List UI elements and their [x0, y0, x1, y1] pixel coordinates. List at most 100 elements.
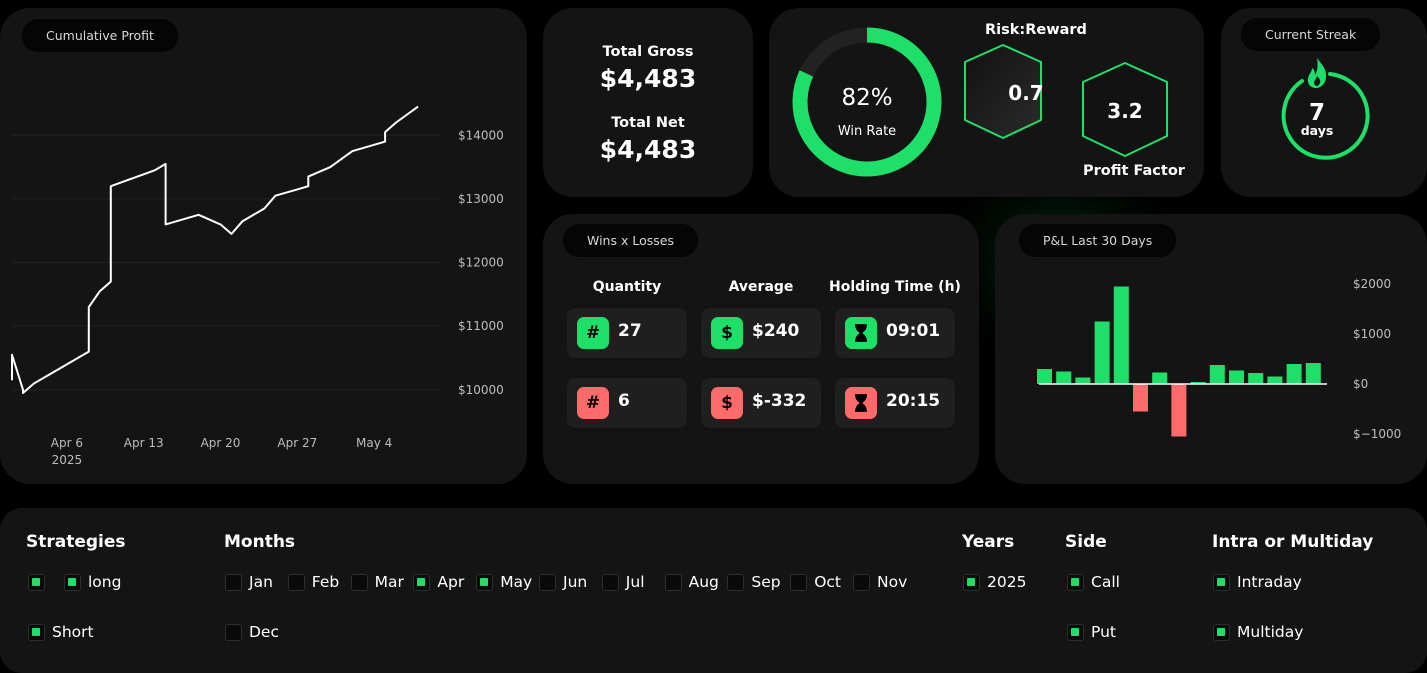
filter-checkbox[interactable] [225, 624, 242, 641]
filter-label[interactable]: Short [52, 623, 94, 641]
win-rate-gauge: 82% Win Rate [792, 27, 1168, 177]
win-rate-value: 82% [841, 85, 892, 111]
pnl-bar [1248, 373, 1264, 384]
filter-label[interactable]: Feb [311, 573, 340, 591]
side-title: Side [1065, 532, 1107, 552]
total-gross-value: $4,483 [599, 64, 697, 93]
average-header: Average [728, 279, 794, 295]
filter-label[interactable]: Jul [625, 573, 645, 591]
profit-factor-title: Profit Factor [1083, 163, 1185, 179]
filter-label[interactable]: Jan [249, 573, 273, 591]
pnl-bar [1056, 371, 1072, 384]
filter-checkbox[interactable] [1067, 624, 1084, 641]
pnl-bar [1305, 363, 1321, 384]
filter-checkbox[interactable] [350, 574, 368, 591]
y-tick-label: $11000 [458, 319, 504, 333]
y-tick-label: $12000 [458, 256, 504, 270]
pnl-chart[interactable]: $2000 $1000 $0 $−1000 [995, 214, 1427, 484]
filters-panel: Strategies Months Years Side Intra or Mu… [0, 508, 1427, 673]
pnl-bar [1133, 384, 1148, 412]
streak-value: 7 [1309, 100, 1325, 126]
y-tick-label: $−1000 [1353, 427, 1401, 441]
filter-label[interactable]: Nov [877, 573, 908, 591]
x-tick-label: Apr 13 [124, 436, 164, 450]
intra-multiday-title: Intra or Multiday [1212, 532, 1374, 552]
filter-label[interactable]: Put [1091, 623, 1116, 641]
current-streak-title: Current Streak [1241, 18, 1381, 51]
filter-label[interactable]: 2025 [987, 573, 1027, 591]
pnl-bar [1094, 321, 1110, 384]
filter-checkbox[interactable] [476, 574, 494, 591]
pnl-bar [1171, 384, 1187, 437]
x-tick-label: Apr 6 [51, 436, 83, 450]
streak-ring: 7 days [1281, 58, 1370, 160]
pnl-title: P&L Last 30 Days [1019, 224, 1177, 257]
filter-checkbox[interactable] [1213, 624, 1230, 641]
filter-label[interactable]: Intraday [1237, 573, 1302, 591]
hourglass-icon [845, 387, 877, 419]
y-tick-label: $13000 [458, 192, 504, 206]
pnl-card: P&L Last 30 Days $2000 $1000 $0 $−1000 [995, 214, 1427, 484]
filter-checkbox[interactable] [64, 574, 81, 591]
pnl-bar [1037, 369, 1052, 384]
wins-losses-title: Wins x Losses [563, 224, 698, 257]
filter-label[interactable]: Aug [688, 573, 719, 591]
wins-holding-value: 09:01 [886, 321, 941, 341]
wins-quantity-value: 27 [618, 321, 642, 341]
y-tick-label: $10000 [458, 383, 504, 397]
filter-checkbox[interactable] [727, 574, 745, 591]
losses-quantity-tile: # 6 [567, 378, 687, 428]
wins-losses-card: Wins x Losses Quantity Average Holding T… [543, 214, 979, 484]
pnl-bar [1209, 365, 1225, 384]
losses-average-tile: $ $-332 [701, 378, 821, 428]
filter-label[interactable]: Dec [249, 623, 279, 641]
filter-checkbox[interactable] [1067, 574, 1084, 591]
filter-checkbox[interactable] [601, 574, 619, 591]
profit-factor-hexagon [1082, 62, 1168, 157]
cumulative-profit-chart[interactable]: $10000 $11000 $12000 $13000 $14000 Apr 6 2025 A… [0, 8, 527, 484]
filter-label[interactable]: Oct [814, 573, 841, 591]
wins-holding-tile: 09:01 [835, 308, 955, 358]
holding-time-header: Holding Time (h) [829, 279, 961, 295]
filter-checkbox[interactable] [28, 574, 45, 591]
hash-icon: # [577, 387, 609, 419]
filter-checkbox[interactable] [1213, 574, 1230, 591]
filter-label[interactable]: Apr [437, 573, 465, 591]
filter-label[interactable]: Call [1091, 573, 1120, 591]
filter-label[interactable]: Mar [374, 573, 404, 591]
filter-checkbox[interactable] [287, 574, 305, 591]
filter-label[interactable]: Sep [751, 573, 781, 591]
pnl-bar [1286, 364, 1302, 384]
y-tick-label: $0 [1353, 377, 1368, 391]
filter-checkbox[interactable] [963, 574, 980, 591]
filter-checkbox[interactable] [225, 574, 242, 591]
filter-label[interactable]: May [500, 573, 533, 591]
total-gross-card: Total Gross $4,483 Total Net $4,483 [543, 8, 753, 197]
flame-icon [1307, 58, 1327, 88]
filter-label[interactable]: long [88, 573, 122, 591]
filter-checkbox[interactable] [539, 574, 556, 591]
total-net-label: Total Net [611, 115, 685, 131]
filter-checkbox[interactable] [790, 574, 808, 591]
months-title: Months [224, 532, 296, 552]
cumulative-profit-title: Cumulative Profit [22, 19, 178, 52]
pnl-bar [1075, 377, 1091, 384]
quantity-header: Quantity [592, 279, 662, 295]
losses-quantity-value: 6 [618, 391, 630, 411]
filter-checkbox[interactable] [413, 574, 431, 591]
filter-label[interactable]: Multiday [1237, 623, 1304, 641]
pnl-bar [1190, 382, 1206, 384]
current-streak-card: Current Streak 7 days [1221, 8, 1427, 197]
losses-average-value: $-332 [752, 391, 807, 411]
years-title: Years [962, 532, 1015, 552]
x-tick-label: May 4 [356, 436, 392, 450]
filter-checkbox[interactable] [853, 574, 870, 591]
profit-line [11, 105, 419, 394]
risk-reward-hexagon [964, 44, 1042, 139]
pnl-bar [1152, 372, 1168, 384]
filter-checkbox[interactable] [28, 624, 45, 641]
filter-label[interactable]: Jun [563, 573, 588, 591]
wins-quantity-tile: # 27 [567, 308, 687, 358]
x-tick-label: Apr 20 [201, 436, 241, 450]
filter-checkbox[interactable] [664, 574, 682, 591]
